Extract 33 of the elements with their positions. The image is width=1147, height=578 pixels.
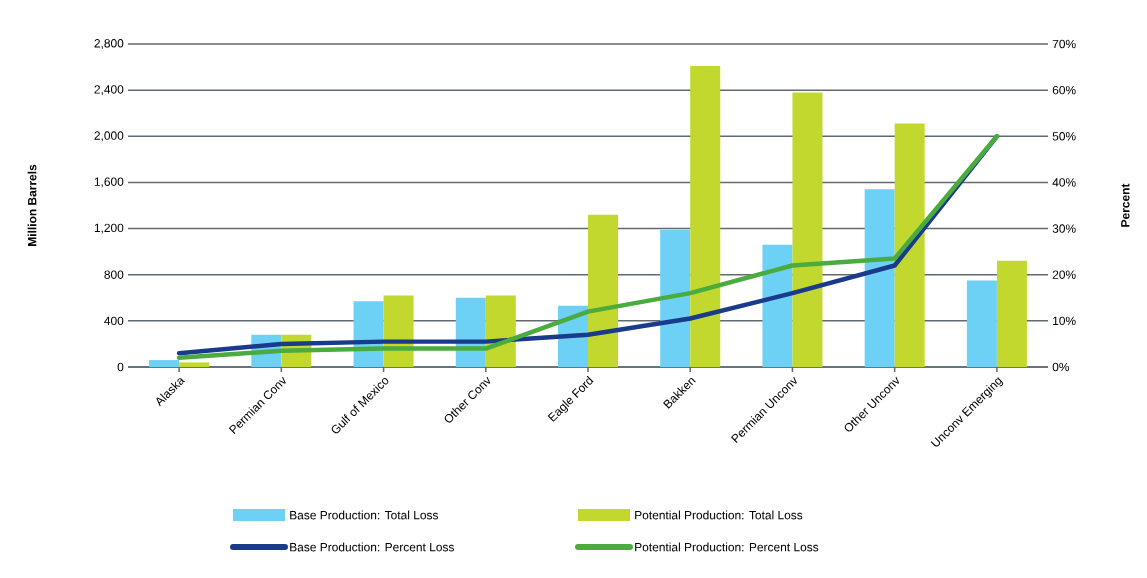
- y-tick-label: 800: [104, 270, 124, 279]
- y2-tick-label: 40%: [1052, 178, 1076, 187]
- bar: [588, 214, 618, 367]
- y2-tick-label: 30%: [1052, 224, 1076, 233]
- y-axis-title: Million Barrels: [27, 164, 37, 246]
- y2-axis-title: Percent: [1121, 183, 1130, 227]
- legend-label: Potential Production: Total Loss: [635, 510, 803, 520]
- bar: [690, 65, 721, 367]
- legend-label: Potential Production: Percent Loss: [635, 542, 819, 552]
- y2-tick-label: 50%: [1052, 132, 1076, 141]
- legend-label: Base Production: Total Loss: [290, 510, 439, 520]
- bar: [966, 280, 997, 367]
- bar: [996, 260, 1027, 367]
- y2-tick-label: 0%: [1052, 362, 1070, 372]
- y2-tick-label: 20%: [1052, 270, 1076, 279]
- y-tick-label: 400: [104, 316, 124, 326]
- y-tick-label: 2,000: [94, 131, 124, 142]
- bar: [864, 189, 895, 367]
- y-tick-label: 1,600: [94, 177, 124, 188]
- bar: [792, 92, 823, 367]
- y-tick-label: 2,800: [94, 39, 124, 49]
- bar: [894, 123, 925, 367]
- y-tick-label: 0: [117, 362, 124, 372]
- bar: [660, 229, 691, 367]
- y2-tick-label: 70%: [1052, 39, 1076, 49]
- bar: [762, 244, 793, 367]
- y2-tick-label: 10%: [1053, 316, 1076, 326]
- y2-tick-label: 60%: [1052, 85, 1076, 95]
- y-tick-label: 2,400: [94, 85, 124, 96]
- bar: [149, 360, 180, 367]
- legend-label: Base Production: Percent Loss: [290, 542, 455, 552]
- y-tick-label: 1,200: [94, 223, 124, 234]
- bar: [179, 362, 210, 367]
